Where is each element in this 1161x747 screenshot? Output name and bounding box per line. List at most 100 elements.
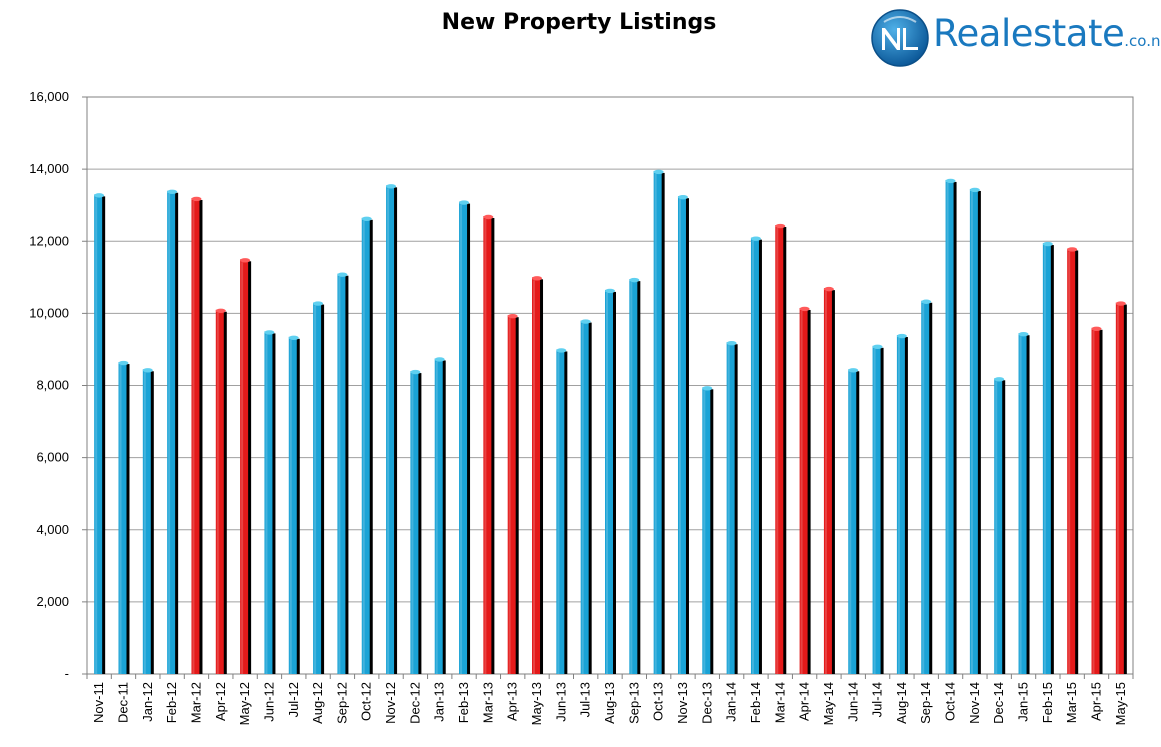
x-tick-label: Jul-12 xyxy=(286,682,301,717)
bar-sheen xyxy=(557,352,560,674)
y-tick-label: 2,000 xyxy=(36,594,69,609)
bar-cap xyxy=(1091,326,1102,331)
x-tick-label: Sep-14 xyxy=(918,682,933,724)
bar-cap xyxy=(677,194,688,200)
bar-sheen xyxy=(1092,330,1095,674)
bar xyxy=(288,335,300,674)
bar xyxy=(1091,326,1103,674)
bar-sheen xyxy=(119,365,122,674)
bar-sheen xyxy=(703,390,706,674)
bar-body xyxy=(994,378,1003,674)
bar-sheen xyxy=(192,200,195,674)
x-tick-label: Nov-11 xyxy=(91,682,106,723)
bar-cap xyxy=(1115,301,1126,306)
bar-body xyxy=(945,179,954,674)
bar xyxy=(580,319,592,674)
bar-body xyxy=(799,307,808,674)
x-tick-label: Aug-13 xyxy=(602,682,617,724)
y-tick-label: 16,000 xyxy=(29,89,69,104)
y-tick-label: 8,000 xyxy=(36,378,69,393)
y-tick-label: - xyxy=(65,666,69,681)
bar-cap xyxy=(434,357,445,362)
bar-body xyxy=(386,185,395,674)
bar-cap xyxy=(945,178,956,184)
bar xyxy=(264,330,276,674)
bar-body xyxy=(361,217,370,674)
bar xyxy=(1018,332,1030,674)
bar-body xyxy=(1067,248,1076,674)
bar xyxy=(872,344,884,674)
bar-cap xyxy=(1042,241,1053,247)
bar-cap xyxy=(94,193,105,198)
x-tick-label: Jan-15 xyxy=(1016,682,1031,722)
bar-cap xyxy=(872,344,883,350)
bar-cap xyxy=(459,200,470,205)
bar-body xyxy=(1091,327,1100,674)
bar-sheen xyxy=(776,228,779,674)
x-tick-label: Nov-13 xyxy=(675,682,690,724)
bar-body xyxy=(459,201,468,675)
bar-cap xyxy=(702,386,713,391)
bar xyxy=(215,308,227,674)
bar xyxy=(969,187,981,674)
bar-body xyxy=(726,342,735,674)
bar xyxy=(799,306,811,674)
bar-body xyxy=(215,309,224,674)
bar-sheen xyxy=(387,188,390,674)
bar-cap xyxy=(580,319,591,324)
bar-body xyxy=(507,315,516,674)
x-tick-label: Apr-14 xyxy=(797,682,812,721)
x-tick-label: Sep-12 xyxy=(334,682,349,724)
bar xyxy=(532,276,544,674)
bar-sheen xyxy=(946,182,949,674)
bar-body xyxy=(264,331,273,674)
bar-body xyxy=(872,345,881,674)
bar-body xyxy=(118,362,127,674)
x-tick-label: Jul-14 xyxy=(870,682,885,717)
x-tick-label: Feb-12 xyxy=(164,682,179,723)
bar-cap xyxy=(386,184,397,189)
bar-cap xyxy=(969,187,980,193)
x-tick-label: Feb-13 xyxy=(456,682,471,723)
bar-sheen xyxy=(1019,336,1022,674)
bar-cap xyxy=(191,196,202,202)
bar xyxy=(750,236,762,675)
x-tick-label: Mar-14 xyxy=(772,682,787,723)
logo-suffix-text: .co.nz xyxy=(1124,32,1161,50)
bar-sheen xyxy=(630,282,633,674)
x-tick-label: Mar-15 xyxy=(1064,682,1079,723)
bar-body xyxy=(1042,243,1051,674)
bar-sheen xyxy=(654,173,657,674)
bar-cap xyxy=(240,258,251,263)
bar-body xyxy=(580,320,589,674)
bar-sheen xyxy=(678,199,681,674)
bar-body xyxy=(532,277,541,674)
y-tick-label: 10,000 xyxy=(29,305,69,320)
bar xyxy=(1067,247,1079,674)
logo-brand-text: Realestate xyxy=(933,12,1125,55)
x-tick-label: May-12 xyxy=(237,682,252,725)
bar-sheen xyxy=(435,361,438,674)
bar-cap xyxy=(215,308,226,313)
bar-body xyxy=(653,170,662,674)
x-tick-label: Jun-12 xyxy=(261,682,276,722)
x-tick-label: Oct-12 xyxy=(359,682,374,721)
bar-cap xyxy=(313,301,324,306)
bar-sheen xyxy=(824,291,827,674)
x-tick-label: Nov-14 xyxy=(967,682,982,724)
bar-cap xyxy=(823,286,834,292)
x-tick-label: Mar-13 xyxy=(480,682,495,723)
bar-sheen xyxy=(995,381,998,674)
bar-cap xyxy=(142,368,153,373)
bar xyxy=(167,189,179,674)
bar-cap xyxy=(726,341,737,346)
bar-sheen xyxy=(581,323,584,674)
bar-cap xyxy=(118,360,129,366)
bar-sheen xyxy=(533,280,536,674)
bar-body xyxy=(1115,302,1124,674)
x-tick-label: Apr-15 xyxy=(1089,682,1104,721)
bar-cap xyxy=(507,313,518,319)
bar-sheen xyxy=(216,312,219,674)
bar-body xyxy=(434,358,443,674)
bar-body xyxy=(288,336,297,674)
